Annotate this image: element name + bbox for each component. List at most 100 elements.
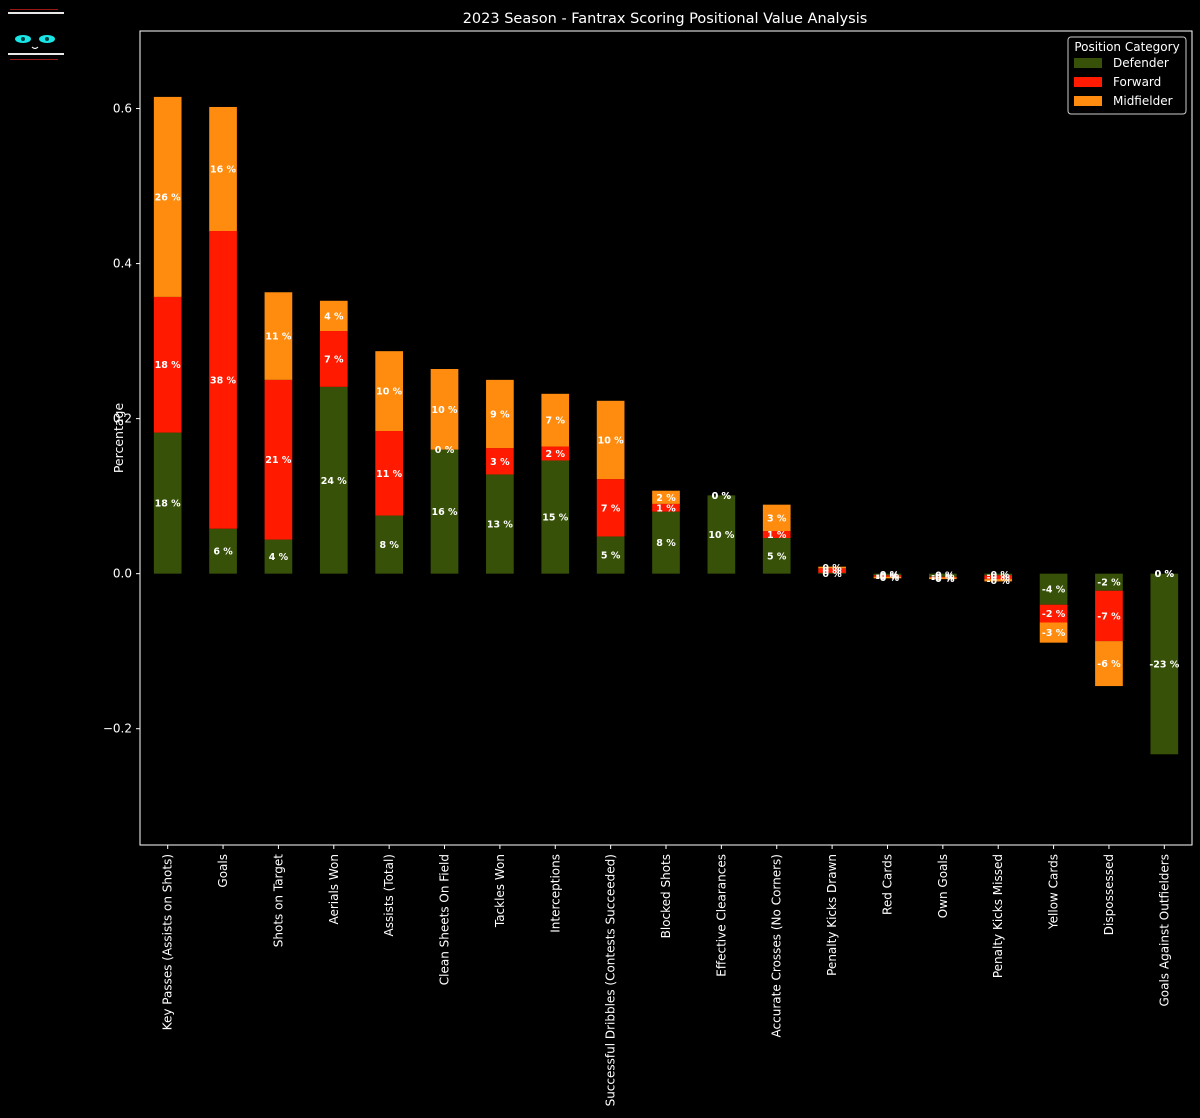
bar-label-forward-10: 0 %: [712, 491, 732, 502]
bar-label-midfielder-11: 3 %: [767, 513, 787, 524]
y-tick-label-1: 0.0: [113, 567, 132, 581]
bar-label-forward-1: 38 %: [210, 375, 237, 386]
x-tick-label-2: Shots on Target: [271, 854, 285, 948]
bar-forward-14: [929, 576, 957, 578]
bar-forward-3: [319, 331, 348, 387]
bar-midfielder-9: [652, 490, 680, 504]
bar-label-defender-1: 6 %: [213, 547, 233, 558]
bar-label-midfielder-0: 26 %: [155, 192, 182, 203]
bar-defender-11: [762, 538, 791, 574]
y-tick-label-2: 0.2: [113, 412, 132, 426]
bar-label-defender-0: 18 %: [155, 499, 182, 510]
bar-label-midfielder-3: 4 %: [324, 311, 344, 322]
x-tick-label-13: Red Cards: [880, 854, 894, 915]
legend-label-midfielder: Midfielder: [1113, 94, 1173, 108]
bar-defender-10: [707, 495, 736, 574]
x-tick-label-10: Effective Clearances: [714, 854, 728, 977]
bar-label-defender-3: 24 %: [321, 476, 348, 487]
bar-label-forward-6: 3 %: [490, 457, 510, 468]
legend-swatch-defender: [1074, 58, 1102, 68]
x-tick-label-16: Yellow Cards: [1047, 854, 1061, 930]
y-axis-ticks: −0.2 0.0 0.2 0.4 0.6: [103, 102, 140, 736]
bar-defender-2: [264, 539, 293, 574]
bar-midfielder-0: [153, 96, 182, 297]
bar-midfielder-17: [1095, 641, 1123, 687]
legend-box: [1067, 36, 1187, 115]
bar-midfielder-16: [1039, 622, 1068, 643]
bar-label-forward-15: -0 %: [987, 573, 1011, 584]
y-tick-label-0: −0.2: [103, 722, 132, 736]
bar-label-forward-17: -7 %: [1097, 611, 1121, 622]
bar-defender-1: [209, 528, 237, 574]
bar-defender-13: [873, 573, 902, 576]
bar-defender-4: [375, 515, 403, 574]
x-tick-label-4: Assists (Total): [382, 854, 396, 936]
bar-label-forward-16: -2 %: [1042, 609, 1066, 620]
x-tick-label-7: Interceptions: [548, 854, 562, 933]
x-tick-label-14: Own Goals: [936, 854, 950, 918]
bar-label-midfielder-8: 10 %: [598, 435, 625, 446]
legend-label-forward: Forward: [1113, 75, 1161, 89]
bar-defender-3: [319, 386, 348, 574]
bar-forward-11: [762, 531, 791, 539]
legend-title: Position Category: [1074, 40, 1179, 54]
y-tick-label-3: 0.4: [113, 257, 132, 271]
bar-label-midfielder-5: 10 %: [432, 405, 459, 416]
bar-label-defender-14: -0 %: [931, 571, 955, 582]
bar-label-defender-6: 13 %: [487, 520, 514, 531]
bar-label-forward-2: 21 %: [265, 455, 292, 466]
bar-label-midfielder-12: 0 %: [822, 563, 842, 574]
bar-midfielder-5: [430, 369, 459, 450]
bar-label-forward-11: 1 %: [767, 530, 787, 541]
bar-label-defender-10: 10 %: [708, 530, 735, 541]
bar-label-forward-4: 11 %: [376, 469, 403, 480]
bar-midfielder-13: [873, 576, 902, 579]
bar-label-forward-12: 0 %: [822, 566, 842, 577]
bar-defender-12: [818, 572, 846, 574]
y-axis-label: Percentage: [111, 403, 126, 474]
bar-defender-9: [652, 511, 680, 574]
bar-label-midfielder-9: 2 %: [656, 493, 676, 504]
bar-label-defender-12: 0 %: [822, 569, 842, 580]
bar-label-forward-7: 2 %: [546, 449, 566, 460]
legend-swatch-forward: [1074, 77, 1102, 87]
bar-label-defender-18: -23 %: [1149, 659, 1179, 670]
x-tick-label-0: Key Passes (Assists on Shots): [161, 854, 175, 1030]
x-tick-label-17: Dispossessed: [1102, 854, 1116, 935]
x-tick-label-11: Accurate Crosses (No Corners): [770, 854, 784, 1037]
bar-label-forward-5: 0 %: [435, 445, 455, 456]
bar-label-midfielder-10: 0 %: [712, 491, 732, 502]
bar-label-forward-18: 0 %: [1155, 569, 1175, 580]
bar-forward-6: [486, 448, 514, 475]
bar-midfielder-3: [319, 300, 348, 332]
bar-label-defender-5: 16 %: [432, 507, 459, 518]
bar-label-forward-0: 18 %: [155, 360, 182, 371]
bar-label-midfielder-2: 11 %: [265, 332, 292, 343]
y-tick-label-4: 0.6: [113, 102, 132, 116]
bar-midfielder-11: [762, 504, 791, 532]
x-tick-label-12: Penalty Kicks Drawn: [825, 854, 839, 976]
x-tick-label-15: Penalty Kicks Missed: [991, 854, 1005, 978]
bar-defender-17: [1095, 573, 1123, 591]
bar-defender-6: [486, 474, 514, 574]
bar-midfielder-12: [818, 566, 846, 569]
bar-label-midfielder-16: -3 %: [1042, 628, 1066, 639]
bar-defender-18: [1150, 573, 1179, 755]
bar-label-defender-7: 15 %: [542, 513, 569, 524]
bar-label-midfielder-7: 7 %: [546, 416, 566, 427]
legend-label-defender: Defender: [1113, 56, 1169, 70]
bar-label-midfielder-4: 10 %: [376, 387, 403, 398]
logo: [6, 8, 66, 66]
bar-defender-14: [929, 573, 957, 577]
bar-label-midfielder-18: 0 %: [1155, 569, 1175, 580]
bar-label-midfielder-6: 9 %: [490, 409, 510, 420]
bar-label-defender-15: -0 %: [987, 570, 1011, 581]
x-tick-label-9: Blocked Shots: [659, 854, 673, 938]
bar-midfielder-15: [984, 579, 1013, 582]
plot-frame: [139, 30, 1193, 846]
bar-midfielder-1: [209, 106, 237, 232]
bar-defender-7: [541, 460, 570, 574]
legend: Position Category Defender Forward Midfiel…: [1067, 36, 1187, 115]
bar-forward-9: [652, 503, 680, 512]
